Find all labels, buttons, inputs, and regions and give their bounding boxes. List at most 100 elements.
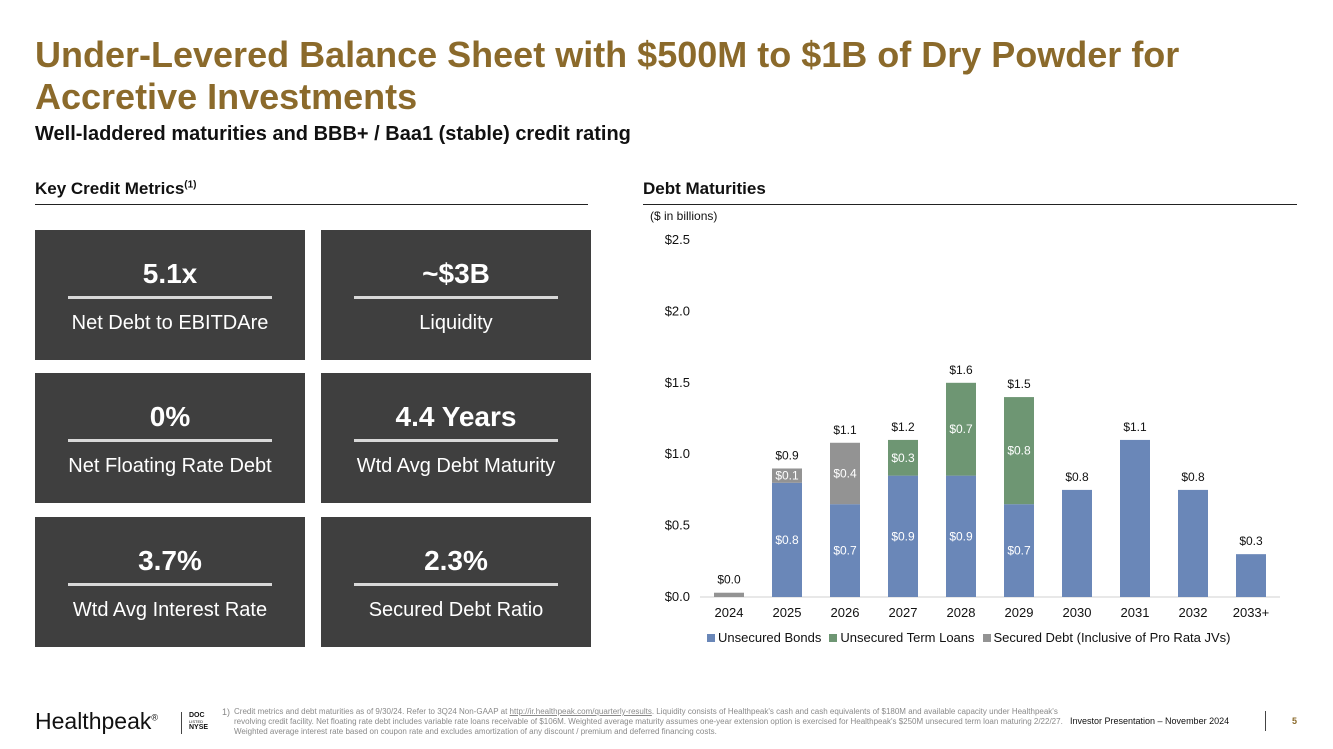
- bar-total-label: $1.1: [833, 423, 857, 437]
- bar-segment-label: $0.9: [891, 529, 915, 543]
- bar-segment: [888, 475, 918, 597]
- x-tick-label: 2032: [1179, 605, 1208, 620]
- key-credit-metrics-heading: Key Credit Metrics(1): [35, 179, 197, 199]
- metric-value: 5.1x: [142, 258, 198, 289]
- bar-segment: [772, 468, 802, 483]
- metric-tile-floating-rate: 0% Net Floating Rate Debt: [35, 373, 305, 503]
- metric-tile-liquidity: ~$3B Liquidity: [321, 230, 591, 360]
- brand-mark: ®: [151, 712, 158, 723]
- x-tick-label: 2028: [947, 605, 976, 620]
- metric-divider: [354, 583, 558, 586]
- metric-divider: [68, 296, 272, 299]
- bar-total-label: $1.5: [1007, 377, 1031, 391]
- bar-segment: [946, 382, 976, 476]
- bar-segment: [1120, 439, 1150, 597]
- nyse-ticker-badge: DOC LISTED NYSE: [189, 712, 208, 732]
- bar-segment: [946, 475, 976, 597]
- debt-maturities-chart: $0.0 $0.5 $1.0 $1.5 $2.0 $2.5 $0.0 2024 $0.8 $0.1…: [665, 232, 1280, 620]
- bar-segment-label: $0.8: [775, 533, 799, 547]
- logo-divider: [181, 712, 182, 734]
- bar-segment-label: $0.1: [775, 469, 799, 483]
- metric-label: Wtd Avg Debt Maturity: [356, 455, 556, 477]
- bar-segment-label: $0.4: [833, 466, 857, 480]
- footnote-marker: 1): [222, 707, 231, 717]
- brand-name: Healthpeak: [35, 708, 152, 734]
- metric-label: Net Floating Rate Debt: [68, 455, 272, 477]
- bar-segment-label: $0.9: [949, 529, 973, 543]
- bar-segment: [1236, 554, 1266, 597]
- y-tick-label: $2.5: [665, 232, 690, 247]
- footnote-ref: (1): [184, 179, 197, 191]
- bar-segment: [1004, 397, 1034, 505]
- legend-label: Unsecured Bonds: [718, 630, 822, 645]
- left-section-rule: [35, 204, 588, 205]
- legend-item-term-loans: Unsecured Term Loans: [829, 630, 975, 645]
- ticker-symbol: DOC: [189, 712, 205, 719]
- bar-segment: [830, 504, 860, 597]
- bar-total-label: $1.6: [949, 363, 973, 377]
- ticker-exchange: NYSE: [189, 724, 209, 731]
- legend-label: Unsecured Term Loans: [840, 630, 975, 645]
- presentation-label: Investor Presentation – November 2024: [1070, 716, 1230, 726]
- debt-maturities-heading: Debt Maturities: [643, 179, 766, 198]
- legend-swatch-bonds: [707, 633, 715, 642]
- bar-segment-label: $0.7: [1007, 544, 1031, 558]
- x-tick-label: 2024: [715, 605, 744, 620]
- metric-value: 4.4 Years: [395, 401, 517, 432]
- metric-value: 3.7%: [138, 545, 202, 576]
- bar-segment: [888, 439, 918, 476]
- metric-label: Wtd Avg Interest Rate: [72, 599, 268, 621]
- bar-segment-label: $0.3: [891, 451, 915, 465]
- x-tick-label: 2025: [773, 605, 802, 620]
- legend-item-bonds: Unsecured Bonds: [707, 630, 821, 645]
- footnote: Credit metrics and debt maturities as of…: [234, 707, 1076, 737]
- bar-segment: [830, 442, 860, 505]
- y-tick-label: $1.5: [665, 375, 690, 390]
- legend-label: Secured Debt (Inclusive of Pro Rata JVs): [993, 630, 1231, 645]
- metric-divider: [68, 439, 272, 442]
- bar-total-label: $1.1: [1123, 420, 1147, 434]
- chart-legend: Unsecured Bonds Unsecured Term Loans Sec…: [707, 630, 1231, 645]
- bar-segment: [1004, 504, 1034, 597]
- metric-tile-net-debt: 5.1x Net Debt to EBITDAre: [35, 230, 305, 360]
- y-tick-label: $2.0: [665, 303, 690, 318]
- page-number: 5: [1292, 716, 1298, 726]
- metric-value: 2.3%: [424, 545, 488, 576]
- x-tick-label: 2026: [831, 605, 860, 620]
- x-tick-label: 2029: [1005, 605, 1034, 620]
- metric-divider: [354, 439, 558, 442]
- right-section-rule: [643, 204, 1297, 205]
- bar-segment-label: $0.8: [1007, 444, 1031, 458]
- metric-value: 0%: [149, 401, 191, 432]
- y-tick-label: $1.0: [665, 446, 690, 461]
- bar-segment: [1178, 489, 1208, 597]
- legend-item-secured: Secured Debt (Inclusive of Pro Rata JVs): [982, 630, 1231, 645]
- bar-total-label: $0.0: [717, 573, 741, 587]
- metric-label: Liquidity: [419, 312, 493, 334]
- page-title: Under-Levered Balance Sheet with $500M t…: [35, 34, 1180, 117]
- healthpeak-logo: Healthpeak®: [35, 708, 158, 735]
- metric-divider: [68, 583, 272, 586]
- x-tick-label: 2031: [1121, 605, 1150, 620]
- metric-tile-debt-maturity: 4.4 Years Wtd Avg Debt Maturity: [321, 373, 591, 503]
- bar-total-label: $0.9: [775, 448, 799, 462]
- page-subtitle: Well-laddered maturities and BBB+ / Baa1…: [35, 123, 631, 145]
- bar-total-label: $0.8: [1181, 470, 1205, 484]
- bar-total-label: $1.2: [891, 420, 915, 434]
- x-tick-label: 2033+: [1233, 605, 1270, 620]
- metric-tile-interest-rate: 3.7% Wtd Avg Interest Rate: [35, 517, 305, 647]
- bar-segment: [1062, 489, 1092, 597]
- bar-segment-label: $0.7: [949, 422, 973, 436]
- footnote-text-pre: Credit metrics and debt maturities as of…: [234, 707, 510, 716]
- metric-tile-secured-debt: 2.3% Secured Debt Ratio: [321, 517, 591, 647]
- bar-total-label: $0.8: [1065, 470, 1089, 484]
- x-tick-label: 2027: [889, 605, 918, 620]
- footer-divider: [1265, 711, 1266, 731]
- ticker-listed: LISTED: [189, 719, 204, 724]
- legend-swatch-term-loans: [829, 633, 838, 642]
- bar-total-label: $0.3: [1239, 534, 1263, 548]
- bar-segment: [772, 482, 802, 597]
- chart-units-label: ($ in billions): [650, 209, 718, 223]
- quarterly-results-link[interactable]: http://ir.healthpeak.com/quarterly-resul…: [509, 707, 652, 716]
- footnote-text-post: . Liquidity consists of Healthpeak's cas…: [234, 707, 1063, 736]
